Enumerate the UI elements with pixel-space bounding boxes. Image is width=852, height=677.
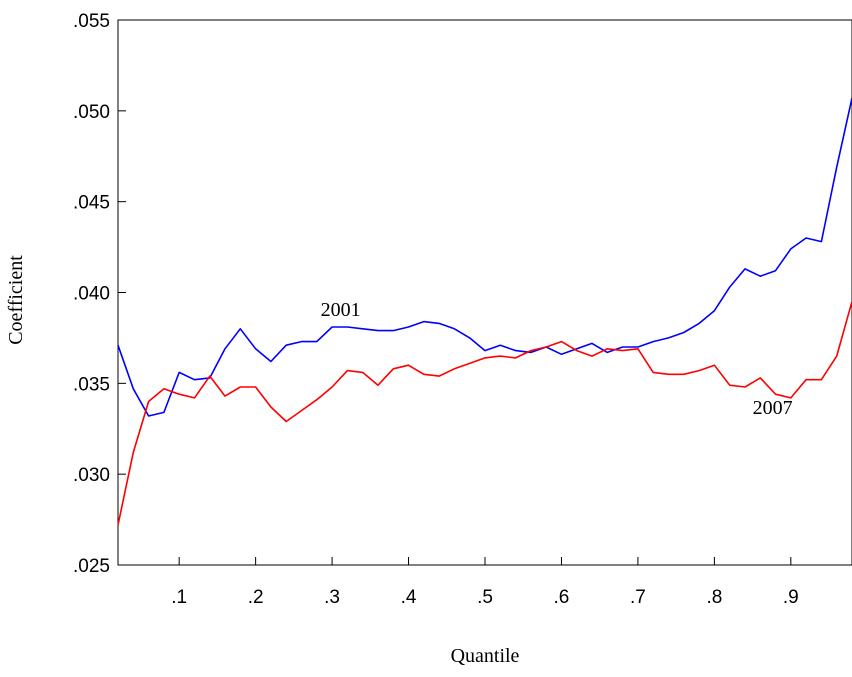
x-tick-label: .6 [554, 587, 570, 608]
plot-frame [117, 19, 852, 566]
y-axis: .025 .030 .035 .040 .045 .050 .055 [73, 11, 126, 577]
series-layer [117, 97, 852, 526]
x-tick-label: .3 [324, 587, 340, 608]
series-label-2007: 2007 [753, 397, 793, 419]
y-tick-label: .025 [73, 556, 110, 577]
series-line-2007 [117, 301, 852, 526]
x-tick-label: .4 [401, 587, 417, 608]
x-tick-label: .1 [171, 587, 187, 608]
x-tick-label: .7 [630, 587, 646, 608]
series-labels: 2001 2007 [321, 299, 793, 419]
y-tick-label: .045 [73, 193, 110, 214]
x-axis: .1 .2 .3 .4 .5 .6 .7 .8 .9 [171, 557, 799, 608]
series-line-2001 [117, 97, 852, 417]
x-tick-label: .5 [477, 587, 493, 608]
y-tick-label: .040 [73, 284, 110, 305]
y-tick-label: .050 [73, 102, 110, 123]
x-axis-title: Quantile [451, 645, 520, 667]
y-tick-label: .055 [73, 11, 110, 32]
x-tick-label: .9 [783, 587, 799, 608]
x-tick-label: .8 [706, 587, 722, 608]
y-tick-label: .030 [73, 465, 110, 486]
series-label-2001: 2001 [321, 299, 361, 321]
x-tick-label: .2 [248, 587, 264, 608]
y-tick-label: .035 [73, 374, 110, 395]
y-axis-title: Coefficient [5, 255, 27, 345]
